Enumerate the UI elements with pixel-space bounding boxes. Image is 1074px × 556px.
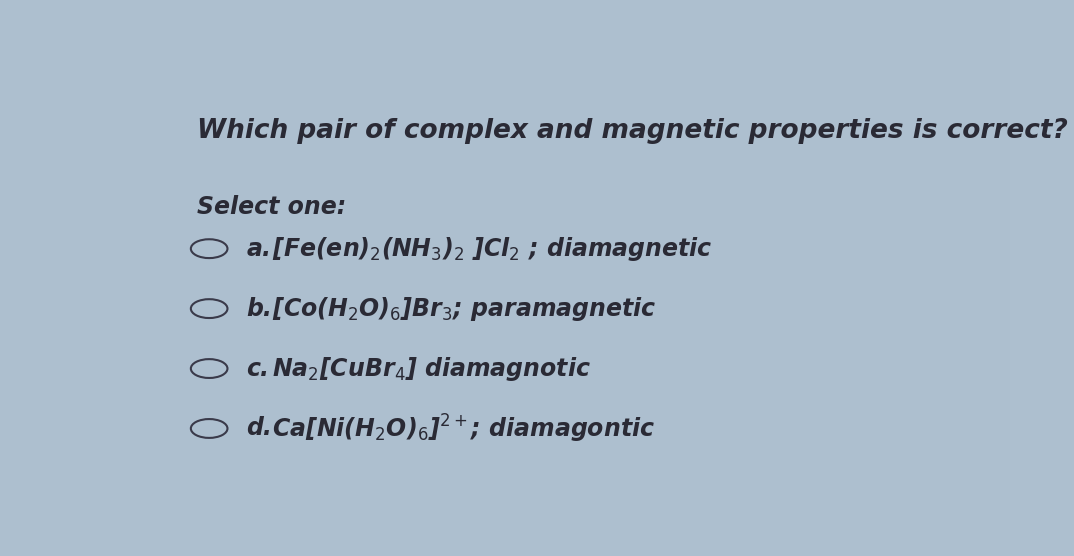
Text: [Fe(en)$_2$(NH$_3$)$_2$ ]Cl$_2$ ; diamagnetic: [Fe(en)$_2$(NH$_3$)$_2$ ]Cl$_2$ ; diamag…: [272, 235, 712, 262]
Text: a.: a.: [247, 237, 272, 261]
Text: c.: c.: [247, 356, 270, 380]
Text: Select one:: Select one:: [197, 195, 346, 219]
Text: Which pair of complex and magnetic properties is correct?: Which pair of complex and magnetic prope…: [197, 118, 1068, 144]
Text: b.: b.: [247, 296, 273, 321]
Text: Na$_2$[CuBr$_4$] diamagnotic: Na$_2$[CuBr$_4$] diamagnotic: [272, 355, 591, 383]
Text: [Co(H$_2$O)$_6$]Br$_3$; paramagnetic: [Co(H$_2$O)$_6$]Br$_3$; paramagnetic: [272, 295, 656, 322]
Text: d.: d.: [247, 416, 273, 440]
Text: Ca[Ni(H$_2$O)$_6$]$^{2+}$; diamagontic: Ca[Ni(H$_2$O)$_6$]$^{2+}$; diamagontic: [272, 413, 655, 445]
